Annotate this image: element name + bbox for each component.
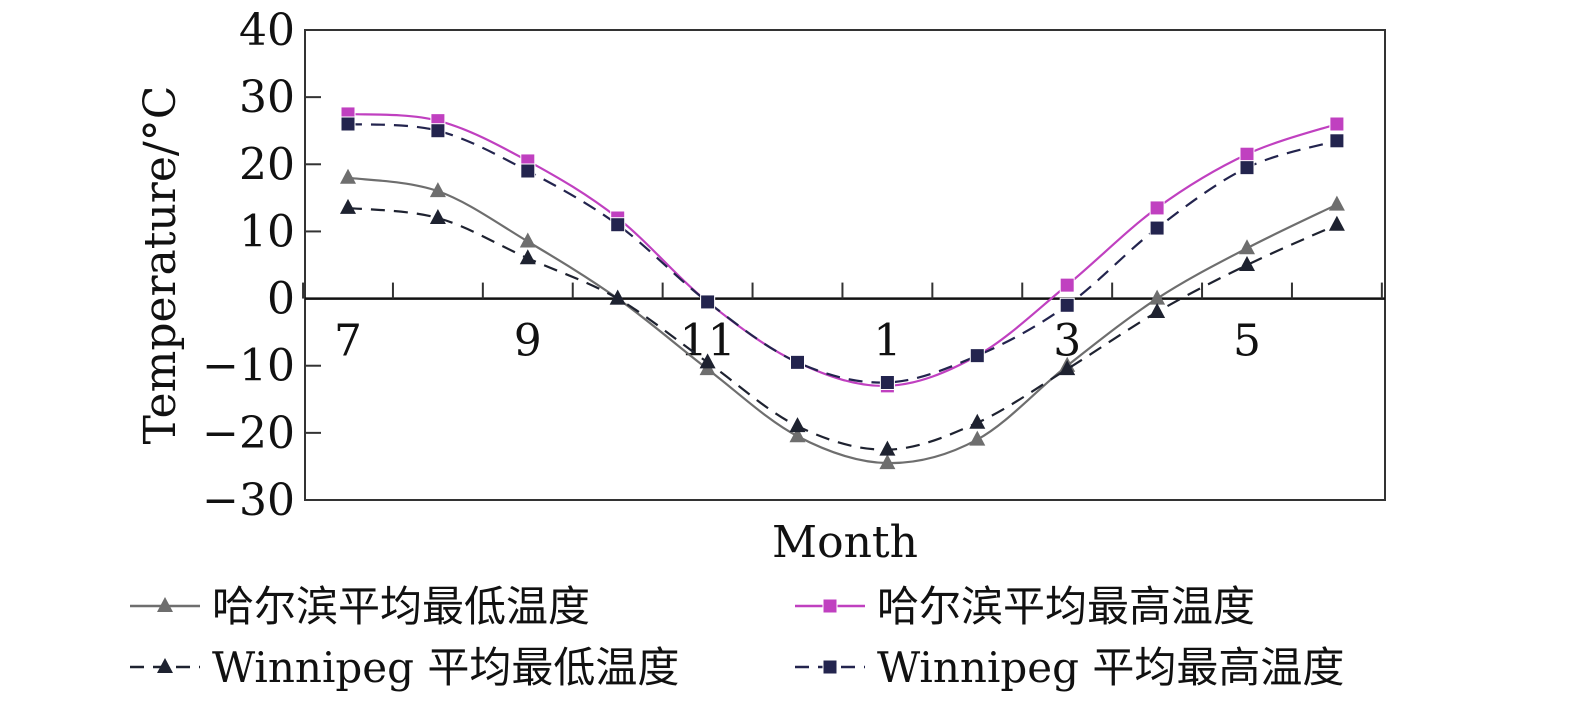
data-point-marker [430,123,446,139]
data-point-marker [1328,215,1345,231]
data-point-marker [1239,160,1255,176]
series-line [347,206,1338,451]
data-point-marker [1059,360,1076,376]
y-axis-title: Temperature/°C [135,86,186,445]
legend-item: Winnipeg 平均最低温度 [130,643,679,692]
legend-item: 哈尔滨平均最低温度 [130,582,590,631]
data-point-marker [699,353,716,369]
series-line [347,122,1338,384]
legend-label: Winnipeg 平均最低温度 [212,643,679,692]
data-point-marker [1239,256,1255,271]
legend-item: 哈尔滨平均最高温度 [795,582,1255,631]
y-tick-label: −30 [202,475,295,526]
y-tick-label: −20 [202,408,295,459]
legend-label: 哈尔滨平均最低温度 [212,582,590,631]
data-point-marker [879,454,896,470]
data-point-marker [1149,220,1165,236]
series-3 [340,198,1345,456]
data-point-marker [700,294,716,310]
data-point-marker [879,375,895,390]
plot-frame [304,29,1386,501]
x-tick-label: 1 [873,316,901,367]
legend-label: 哈尔滨平均最高温度 [877,582,1255,631]
data-point-marker [879,440,896,456]
y-tick-label: 40 [239,5,295,56]
data-point-marker [1149,200,1165,216]
legend-marker [822,598,838,614]
data-point-marker [1059,297,1075,313]
data-point-marker [610,217,626,233]
data-point-marker [969,413,986,429]
x-tick-label: 7 [334,316,362,367]
data-point-marker [340,198,356,214]
data-point-marker [340,116,356,132]
data-point-marker [1329,116,1345,132]
y-axis-ticks: −30 −20 −10 0 10 20 30 40 [202,5,321,526]
data-point-marker [969,430,986,446]
data-point-marker [1059,277,1075,293]
data-point-marker [1239,239,1255,255]
data-point-marker [790,354,805,370]
series-4 [340,116,1345,390]
data-point-marker [1329,133,1345,149]
x-axis: 7 9 11 1 3 5 [302,282,1385,367]
series-line [347,112,1338,387]
y-tick-label: −10 [202,341,295,392]
x-tick-label: 5 [1233,316,1261,367]
data-point-marker [340,168,356,184]
data-point-marker [609,289,626,305]
series-2 [340,106,1345,394]
legend-label: Winnipeg 平均最高温度 [877,643,1344,692]
data-point-marker [789,417,806,433]
legend-marker [157,658,173,673]
data-point-marker [429,182,446,198]
legend: 哈尔滨平均最低温度 哈尔滨平均最高温度 Winnipeg 平均最低温度 Winnipe… [130,582,1344,692]
legend-marker [157,597,173,612]
data-point-marker [969,348,985,364]
y-tick-label: 0 [267,274,295,325]
x-axis-title: Month [772,517,918,568]
series-layer [340,106,1345,470]
legend-marker [822,659,838,675]
series-line [347,176,1338,465]
data-point-marker [1328,195,1345,211]
data-point-marker [519,249,536,265]
series-1 [340,168,1345,470]
data-point-marker [1149,289,1166,305]
data-point-marker [520,163,536,179]
data-point-marker [1149,303,1166,318]
x-tick-label: 9 [514,316,542,367]
data-point-marker [1239,146,1255,162]
y-tick-label: 10 [239,206,295,257]
legend-item: Winnipeg 平均最高温度 [795,643,1344,692]
y-tick-label: 30 [239,72,295,123]
data-point-marker [789,427,806,443]
data-point-marker [429,209,446,224]
y-tick-label: 20 [239,139,295,190]
data-point-marker [519,232,536,248]
